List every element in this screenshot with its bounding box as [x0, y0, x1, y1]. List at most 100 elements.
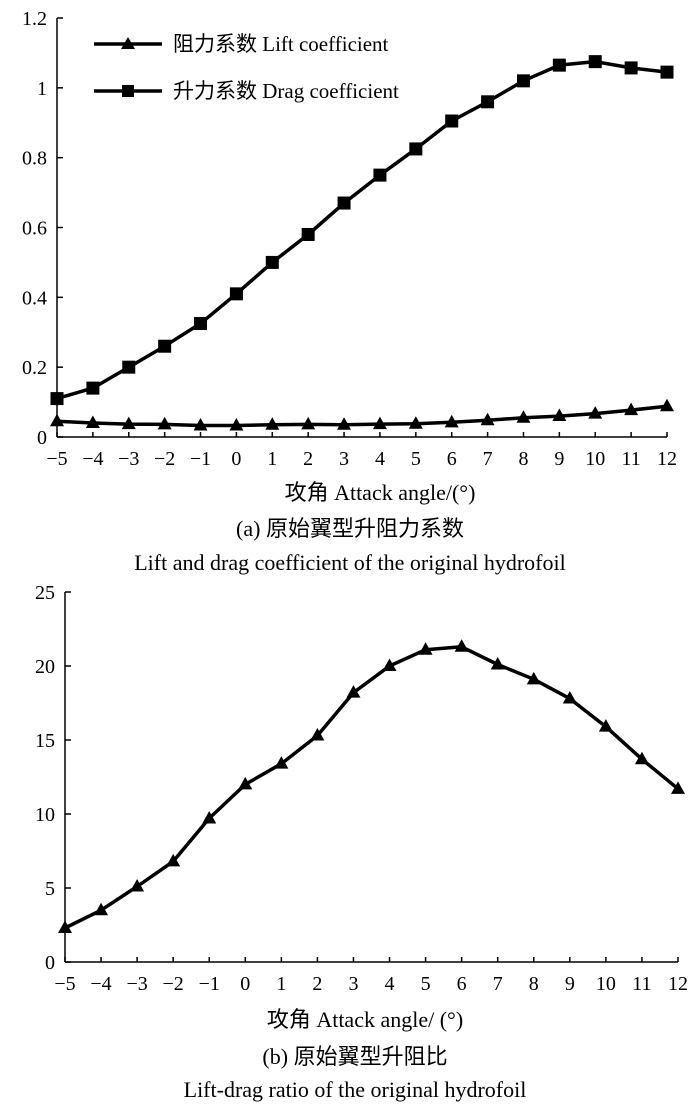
data-point-triangle	[85, 415, 100, 429]
panel-a-x-ticks: −5 −4 −3 −2 −1 0 1 2 3 4 5 6 7 8 9 10 11 12	[46, 432, 677, 470]
data-point-triangle	[372, 416, 387, 430]
x-tick-label: 10	[585, 448, 605, 470]
panel-a-legend: 阻力系数 Lift coefficient 升力系数 Drag coeffici…	[94, 32, 399, 103]
data-point-triangle	[444, 414, 459, 428]
series-line-1	[64, 645, 680, 930]
x-tick-label: −4	[90, 973, 111, 995]
data-point-triangle	[598, 719, 613, 732]
data-point-square	[158, 339, 172, 353]
data-point-square	[409, 142, 423, 156]
data-point-triangle	[526, 671, 541, 685]
x-tick-label: −2	[163, 973, 184, 995]
data-point-triangle	[552, 408, 567, 422]
y-tick-label: 0.4	[22, 287, 47, 309]
x-tick-label: 2	[303, 448, 313, 470]
x-tick-label: 12	[668, 973, 688, 995]
data-point-square	[229, 287, 243, 301]
data-point-square	[265, 255, 279, 269]
data-point-triangle	[337, 417, 352, 430]
data-point-triangle	[382, 658, 397, 671]
data-point-triangle	[454, 639, 469, 652]
data-point-triangle	[624, 402, 639, 416]
data-point-square	[301, 227, 315, 241]
x-tick-label: 11	[621, 448, 640, 470]
panel-b-x-axis-title: 攻角 Attack angle/ (°)	[267, 1007, 463, 1032]
data-point-square	[588, 55, 602, 69]
x-tick-label: −4	[82, 448, 103, 470]
data-point-square	[552, 58, 566, 72]
data-point-square	[86, 381, 100, 395]
data-point-triangle	[301, 416, 316, 430]
x-tick-label: −5	[54, 973, 75, 995]
data-point-triangle	[94, 902, 109, 916]
data-point-triangle	[229, 417, 244, 431]
data-point-square	[50, 392, 64, 406]
x-tick-label: −2	[154, 448, 175, 470]
data-point-triangle	[588, 406, 603, 419]
x-tick-label: 3	[339, 448, 349, 470]
panel-b-series	[58, 639, 685, 933]
x-tick-label: 4	[375, 448, 385, 470]
data-point-triangle	[310, 728, 325, 741]
x-tick-label: 0	[231, 448, 241, 470]
data-point-square	[337, 196, 351, 210]
data-point-triangle	[634, 751, 649, 765]
x-tick-label: 10	[596, 973, 616, 995]
y-tick-label: 20	[35, 656, 55, 678]
data-point-triangle	[671, 781, 685, 794]
y-tick-label: 0	[37, 427, 47, 449]
panel-a-caption-en: Lift and drag coefficient of the origina…	[134, 550, 566, 575]
y-tick-label: 0.2	[22, 357, 47, 379]
data-point-square	[373, 168, 387, 182]
data-point-triangle	[408, 416, 423, 429]
x-tick-label: 6	[447, 448, 457, 470]
legend-marker-square	[122, 85, 134, 97]
data-point-triangle	[660, 398, 674, 412]
y-tick-label: 0.6	[22, 218, 47, 240]
panel-b-axes	[64, 592, 678, 963]
x-tick-label: 4	[385, 973, 395, 995]
data-point-triangle	[346, 685, 361, 698]
y-tick-label: 25	[35, 582, 55, 604]
x-tick-label: 9	[554, 448, 564, 470]
x-tick-label: −1	[199, 973, 220, 995]
chart-panel-a: 00.20.40.60.811.2 −5 −4 −3 −2 −1 0 1 2 3 4 5 6 7 8 9 10…	[22, 8, 677, 575]
panel-a-y-ticks: 0 0.2 0.4 0.6 0.8 1 1.2	[22, 8, 63, 449]
data-point-square	[516, 74, 530, 88]
data-point-triangle	[490, 657, 505, 670]
series-line-1	[56, 404, 668, 428]
data-point-square	[660, 65, 674, 79]
x-tick-label: 3	[348, 973, 358, 995]
y-tick-label: 5	[45, 878, 55, 900]
legend-label-drag: 升力系数 Drag coefficient	[173, 79, 399, 103]
panel-b-y-ticks: 0 5 10 15 20 25	[35, 582, 71, 974]
data-point-triangle	[121, 416, 136, 430]
x-tick-label: 8	[518, 448, 528, 470]
data-point-square	[194, 317, 208, 331]
data-point-triangle	[265, 417, 280, 430]
y-tick-label: 15	[35, 730, 55, 752]
data-point-triangle	[418, 642, 433, 655]
x-tick-label: 6	[457, 973, 467, 995]
data-point-triangle	[238, 776, 253, 790]
data-point-triangle	[50, 413, 64, 427]
data-point-square	[481, 95, 495, 109]
panel-a-x-axis-title: 攻角 Attack angle/(°)	[285, 480, 476, 505]
data-point-triangle	[202, 810, 217, 824]
data-point-triangle	[274, 756, 289, 769]
data-point-square	[624, 61, 638, 75]
x-tick-label: −3	[118, 448, 139, 470]
y-tick-label: 1	[37, 78, 47, 100]
legend-label-lift: 阻力系数 Lift coefficient	[173, 32, 389, 56]
x-tick-label: 8	[529, 973, 539, 995]
panel-b-x-ticks: −5 −4 −3 −2 −1 0 1 2 3 4 5 6 7 8 9 10 11 12	[54, 957, 688, 995]
x-tick-label: 1	[276, 973, 286, 995]
x-tick-label: −3	[126, 973, 147, 995]
x-tick-label: −1	[190, 448, 211, 470]
legend-marker-triangle	[121, 37, 135, 49]
x-tick-label: 1	[267, 448, 277, 470]
x-tick-label: 0	[240, 973, 250, 995]
x-tick-label: 2	[312, 973, 322, 995]
data-point-triangle	[562, 691, 577, 704]
